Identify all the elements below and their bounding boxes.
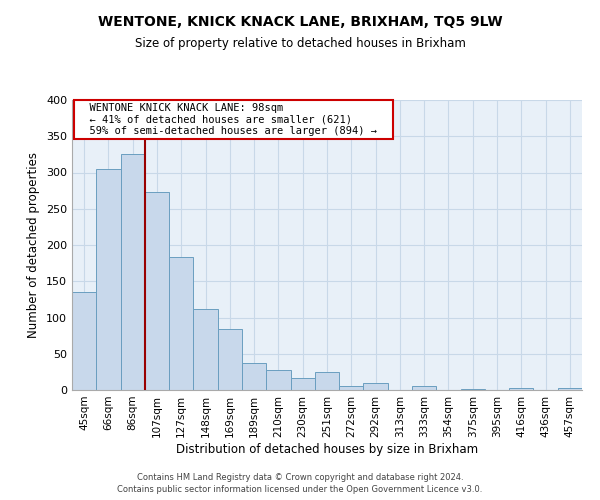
Bar <box>266 370 290 390</box>
Text: WENTONE, KNICK KNACK LANE, BRIXHAM, TQ5 9LW: WENTONE, KNICK KNACK LANE, BRIXHAM, TQ5 … <box>98 15 502 29</box>
Bar <box>145 192 169 390</box>
Text: Size of property relative to detached houses in Brixham: Size of property relative to detached ho… <box>134 38 466 51</box>
Text: WENTONE KNICK KNACK LANE: 98sqm  
  ← 41% of detached houses are smaller (621)  : WENTONE KNICK KNACK LANE: 98sqm ← 41% of… <box>77 103 389 136</box>
Bar <box>339 386 364 390</box>
Bar <box>193 309 218 390</box>
Bar <box>364 383 388 390</box>
Bar <box>121 154 145 390</box>
Bar <box>290 378 315 390</box>
Y-axis label: Number of detached properties: Number of detached properties <box>28 152 40 338</box>
Text: Contains HM Land Registry data © Crown copyright and database right 2024.: Contains HM Land Registry data © Crown c… <box>137 472 463 482</box>
Text: Distribution of detached houses by size in Brixham: Distribution of detached houses by size … <box>176 442 478 456</box>
Bar <box>315 372 339 390</box>
Bar <box>72 292 96 390</box>
Bar <box>169 258 193 390</box>
Bar <box>412 386 436 390</box>
Bar <box>558 388 582 390</box>
Bar <box>461 388 485 390</box>
Bar <box>509 388 533 390</box>
Text: Contains public sector information licensed under the Open Government Licence v3: Contains public sector information licen… <box>118 485 482 494</box>
Bar <box>96 169 121 390</box>
Bar <box>218 329 242 390</box>
Bar <box>242 363 266 390</box>
